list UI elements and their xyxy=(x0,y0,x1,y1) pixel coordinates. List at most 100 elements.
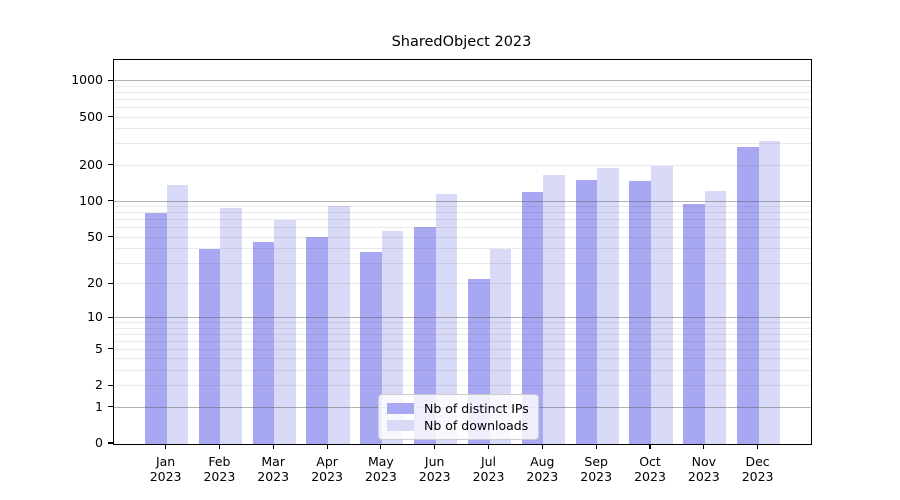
minor-gridline xyxy=(114,99,811,100)
x-tick-label: Sep 2023 xyxy=(580,454,613,484)
y-tick-mark xyxy=(108,116,113,118)
major-gridline xyxy=(114,80,811,81)
bar-downloads-jun xyxy=(435,194,458,444)
x-tick-label: Jun 2023 xyxy=(418,454,451,484)
x-tick-mark xyxy=(218,444,220,449)
minor-gridline xyxy=(114,358,811,359)
x-tick-mark xyxy=(595,444,597,449)
x-tick-mark xyxy=(434,444,436,449)
minor-gridline xyxy=(114,212,811,213)
x-tick-label: Nov 2023 xyxy=(687,454,720,484)
minor-gridline xyxy=(114,334,811,335)
minor-gridline xyxy=(114,227,811,228)
bar-downloads-dec xyxy=(758,140,781,444)
minor-gridline xyxy=(114,219,811,220)
x-tick-mark xyxy=(649,444,651,449)
x-tick-label: Jan 2023 xyxy=(149,454,182,484)
x-tick-label: Feb 2023 xyxy=(203,454,236,484)
bar-ips-jan xyxy=(145,213,167,444)
minor-gridline xyxy=(114,248,811,249)
minor-gridline xyxy=(114,165,811,166)
bar-downloads-sep xyxy=(597,167,619,444)
y-tick-mark xyxy=(108,316,113,318)
major-gridline xyxy=(114,317,811,318)
bar-downloads-may xyxy=(381,230,404,444)
y-tick-mark xyxy=(108,236,113,238)
x-tick-mark xyxy=(165,444,167,449)
x-tick-label: Oct 2023 xyxy=(634,454,666,484)
y-tick-mark xyxy=(108,282,113,284)
y-tick-label: 2 xyxy=(95,377,103,393)
bar-ips-sep xyxy=(575,179,598,444)
bar-ips-oct xyxy=(629,181,651,444)
y-tick-mark xyxy=(108,164,113,166)
legend-label-distinct-ips: Nb of distinct IPs xyxy=(424,401,529,416)
minor-gridline xyxy=(114,117,811,118)
y-tick-mark xyxy=(108,200,113,202)
x-tick-label: Jul 2023 xyxy=(472,454,505,484)
bar-downloads-aug xyxy=(543,174,565,444)
minor-gridline xyxy=(114,86,811,87)
x-tick-mark xyxy=(326,444,328,449)
minor-gridline xyxy=(114,385,811,386)
y-tick-mark xyxy=(108,348,113,350)
bar-ips-jun xyxy=(414,227,436,444)
x-tick-mark xyxy=(272,444,274,449)
x-tick-mark xyxy=(380,444,382,449)
legend-entry-downloads: Nb of downloads xyxy=(387,417,529,434)
x-tick-label: Mar 2023 xyxy=(257,454,290,484)
minor-gridline xyxy=(114,92,811,93)
x-tick-mark xyxy=(487,444,490,449)
minor-gridline xyxy=(114,341,811,342)
x-tick-label: Apr 2023 xyxy=(311,454,343,484)
y-tick-label: 0 xyxy=(95,435,103,450)
minor-gridline xyxy=(114,370,811,371)
minor-gridline xyxy=(114,349,811,350)
major-gridline xyxy=(114,201,811,202)
bar-ips-aug xyxy=(521,192,544,444)
bar-ips-dec xyxy=(737,146,759,444)
x-tick-label: Aug 2023 xyxy=(526,454,559,484)
x-tick-label: May 2023 xyxy=(364,454,397,484)
y-tick-label: 50 xyxy=(87,228,103,244)
minor-gridline xyxy=(114,237,811,238)
y-tick-mark xyxy=(108,406,113,408)
y-tick-mark xyxy=(108,442,113,444)
plot-area: Nb of distinct IPs Nb of downloads xyxy=(113,59,812,445)
legend-swatch-distinct-ips xyxy=(387,403,414,414)
bar-downloads-nov xyxy=(704,191,727,444)
x-tick-mark xyxy=(703,444,705,449)
y-tick-label: 100 xyxy=(79,192,103,208)
bar-downloads-mar xyxy=(274,220,296,444)
legend-label-downloads: Nb of downloads xyxy=(424,418,529,433)
legend-swatch-downloads xyxy=(387,420,414,431)
legend: Nb of distinct IPs Nb of downloads xyxy=(378,394,539,440)
bar-downloads-jan xyxy=(166,185,189,444)
y-tick-label: 1 xyxy=(95,398,103,414)
minor-gridline xyxy=(114,143,811,144)
x-tick-label: Dec 2023 xyxy=(741,454,774,484)
y-tick-label: 500 xyxy=(79,108,103,124)
minor-gridline xyxy=(114,322,811,323)
bar-ips-nov xyxy=(683,204,705,444)
bar-ips-apr xyxy=(306,236,329,444)
bar-downloads-feb xyxy=(220,207,242,444)
bar-downloads-oct xyxy=(650,165,673,444)
y-tick-label: 1000 xyxy=(71,72,103,88)
x-tick-mark xyxy=(541,444,543,449)
minor-gridline xyxy=(114,107,811,108)
y-tick-mark xyxy=(108,384,113,386)
y-tick-label: 200 xyxy=(79,156,103,172)
y-tick-label: 5 xyxy=(95,340,103,356)
minor-gridline xyxy=(114,283,811,284)
legend-entry-distinct-ips: Nb of distinct IPs xyxy=(387,400,529,417)
chart-title: SharedObject 2023 xyxy=(391,34,532,50)
bar-ips-mar xyxy=(252,241,275,444)
minor-gridline xyxy=(114,328,811,329)
y-tick-label: 10 xyxy=(87,309,103,325)
y-tick-mark xyxy=(108,79,113,81)
bar-ips-may xyxy=(360,251,382,444)
minor-gridline xyxy=(114,128,811,129)
bar-downloads-apr xyxy=(328,206,350,444)
